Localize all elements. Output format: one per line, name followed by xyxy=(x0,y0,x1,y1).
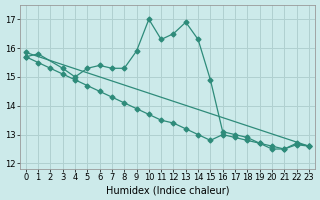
X-axis label: Humidex (Indice chaleur): Humidex (Indice chaleur) xyxy=(106,185,229,195)
